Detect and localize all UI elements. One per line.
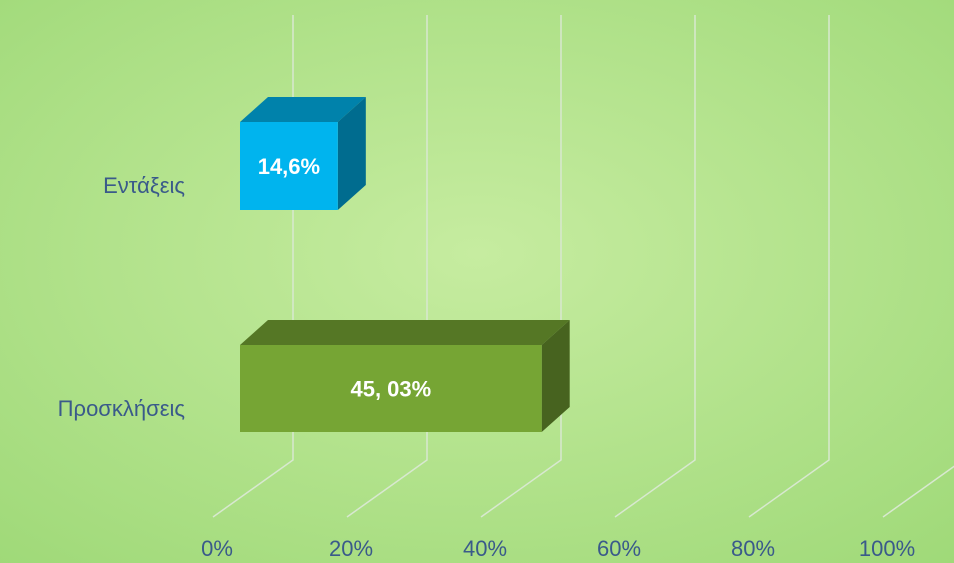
y-tick-label: Εντάξεις	[103, 173, 185, 198]
bar-top	[240, 320, 570, 345]
bar-side	[337, 97, 366, 210]
grid-line	[614, 15, 696, 518]
y-tick-label: Προσκλήσεις	[58, 396, 185, 421]
value-label: 14,6%	[258, 154, 320, 179]
x-tick-label: 40%	[463, 536, 507, 561]
x-tick-label: 100%	[859, 536, 915, 561]
bar	[240, 345, 542, 432]
x-tick-label: 20%	[329, 536, 373, 561]
x-tick-label: 0%	[201, 536, 233, 561]
grid-line	[882, 465, 954, 518]
value-label: 45, 03%	[350, 376, 431, 401]
x-tick-label: 80%	[731, 536, 775, 561]
bars: 14,6% 45, 03%	[240, 97, 570, 432]
bar-top	[240, 97, 366, 122]
grid-line	[480, 15, 562, 518]
grid-line	[748, 15, 830, 518]
x-tick-label: 60%	[597, 536, 641, 561]
grid-line	[346, 15, 428, 518]
bar-side	[541, 320, 570, 432]
bar	[240, 122, 338, 210]
